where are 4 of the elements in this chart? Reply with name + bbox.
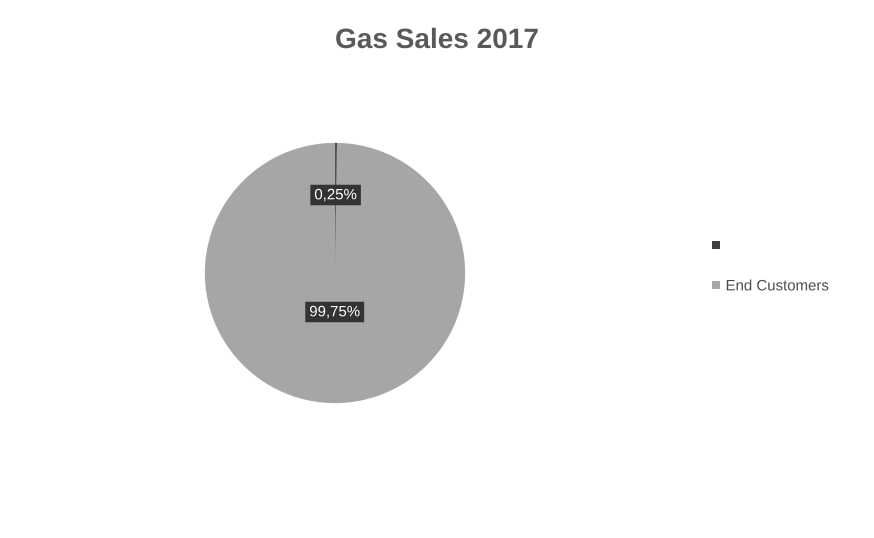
data-label: 0,25%: [314, 188, 356, 202]
data-label: 99,75%: [310, 306, 360, 318]
legend-label: End Customers: [726, 279, 828, 290]
chart-title: Gas Sales 2017: [336, 28, 538, 48]
